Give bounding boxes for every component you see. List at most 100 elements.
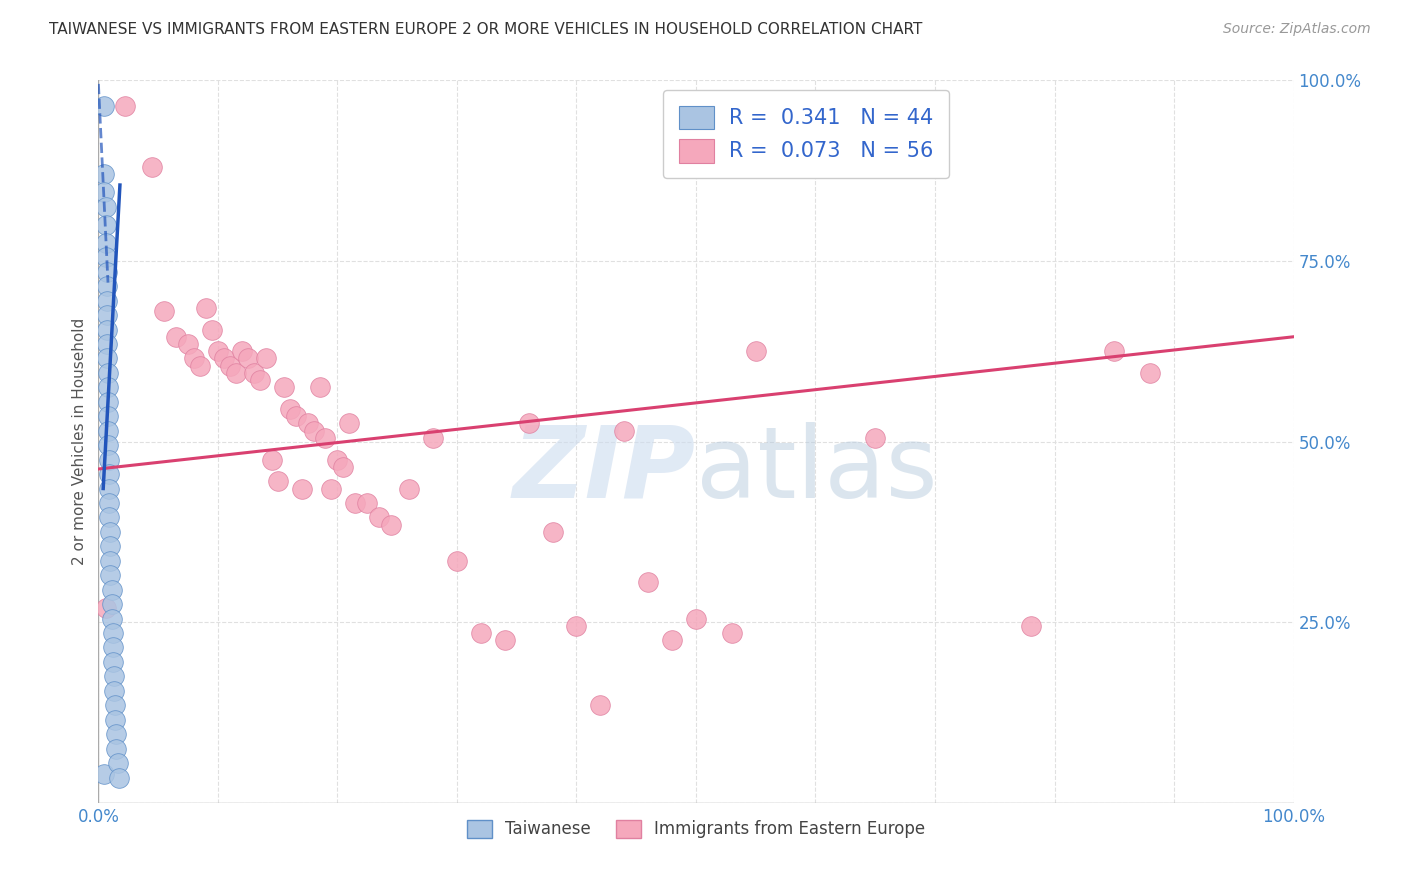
- Point: [249, 373, 271, 387]
- Point: [470, 626, 492, 640]
- Point: [98, 467, 121, 481]
- Point: [589, 698, 612, 713]
- Point: [195, 301, 218, 315]
- Point: [422, 431, 444, 445]
- Point: [96, 265, 118, 279]
- Point: [104, 713, 127, 727]
- Point: [93, 186, 115, 200]
- Point: [93, 98, 115, 112]
- Point: [267, 475, 290, 489]
- Point: [96, 351, 118, 366]
- Point: [103, 683, 125, 698]
- Legend: Taiwanese, Immigrants from Eastern Europe: Taiwanese, Immigrants from Eastern Europ…: [460, 813, 932, 845]
- Point: [291, 482, 314, 496]
- Point: [94, 235, 117, 250]
- Point: [637, 575, 659, 590]
- Point: [101, 640, 124, 655]
- Point: [308, 380, 330, 394]
- Point: [101, 626, 124, 640]
- Point: [1104, 344, 1126, 359]
- Point: [98, 568, 122, 582]
- Point: [153, 304, 176, 318]
- Point: [297, 417, 319, 431]
- Point: [260, 452, 283, 467]
- Text: Source: ZipAtlas.com: Source: ZipAtlas.com: [1223, 22, 1371, 37]
- Point: [165, 330, 187, 344]
- Point: [94, 218, 117, 232]
- Point: [97, 438, 120, 452]
- Point: [97, 394, 120, 409]
- Point: [100, 611, 122, 625]
- Point: [141, 160, 163, 174]
- Point: [96, 293, 118, 308]
- Point: [1139, 366, 1161, 380]
- Point: [98, 482, 121, 496]
- Point: [183, 351, 205, 366]
- Point: [339, 417, 361, 431]
- Text: ZIP: ZIP: [513, 422, 696, 519]
- Point: [97, 409, 120, 424]
- Point: [284, 409, 307, 424]
- Point: [865, 431, 887, 445]
- Point: [517, 417, 540, 431]
- Point: [103, 669, 125, 683]
- Point: [446, 554, 468, 568]
- Point: [315, 431, 337, 445]
- Point: [326, 452, 349, 467]
- Point: [98, 496, 121, 510]
- Point: [94, 600, 117, 615]
- Point: [225, 366, 247, 380]
- Point: [231, 344, 253, 359]
- Point: [96, 308, 118, 322]
- Point: [321, 482, 343, 496]
- Point: [96, 337, 118, 351]
- Point: [188, 359, 211, 373]
- Point: [97, 424, 120, 438]
- Point: [541, 524, 564, 539]
- Point: [114, 98, 136, 112]
- Point: [94, 250, 117, 264]
- Point: [1019, 619, 1042, 633]
- Point: [93, 167, 115, 181]
- Text: atlas: atlas: [696, 422, 938, 519]
- Point: [107, 756, 129, 770]
- Point: [201, 322, 224, 336]
- Point: [278, 402, 301, 417]
- Point: [332, 459, 354, 474]
- Text: TAIWANESE VS IMMIGRANTS FROM EASTERN EUROPE 2 OR MORE VEHICLES IN HOUSEHOLD CORR: TAIWANESE VS IMMIGRANTS FROM EASTERN EUR…: [49, 22, 922, 37]
- Point: [613, 424, 636, 438]
- Point: [273, 380, 295, 394]
- Point: [212, 351, 235, 366]
- Point: [97, 366, 120, 380]
- Point: [100, 582, 122, 597]
- Point: [344, 496, 367, 510]
- Point: [398, 482, 420, 496]
- Point: [177, 337, 200, 351]
- Point: [685, 611, 707, 625]
- Point: [104, 698, 127, 713]
- Point: [96, 279, 118, 293]
- Point: [380, 517, 402, 532]
- Point: [101, 655, 124, 669]
- Point: [368, 510, 391, 524]
- Point: [94, 200, 117, 214]
- Point: [565, 619, 588, 633]
- Point: [207, 344, 229, 359]
- Point: [356, 496, 378, 510]
- Point: [302, 424, 325, 438]
- Point: [745, 344, 768, 359]
- Point: [219, 359, 242, 373]
- Point: [254, 351, 277, 366]
- Point: [98, 452, 121, 467]
- Point: [98, 510, 121, 524]
- Point: [494, 633, 516, 648]
- Point: [98, 554, 122, 568]
- Point: [97, 380, 120, 394]
- Point: [93, 767, 115, 781]
- Point: [236, 351, 259, 366]
- Point: [98, 524, 122, 539]
- Point: [661, 633, 683, 648]
- Point: [107, 771, 129, 785]
- Point: [100, 597, 122, 611]
- Point: [105, 727, 128, 741]
